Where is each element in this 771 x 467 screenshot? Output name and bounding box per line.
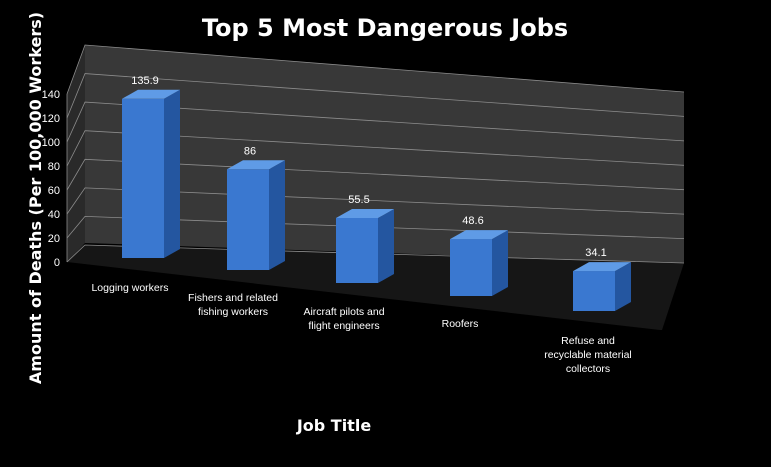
- data-label: 135.9: [131, 75, 159, 87]
- y-tick-label: 60: [48, 185, 60, 197]
- bar-side: [492, 230, 508, 296]
- bar: [450, 230, 508, 296]
- bar-front: [450, 239, 492, 296]
- x-axis-title: Job Title: [296, 416, 372, 435]
- bar-top: [122, 89, 180, 99]
- category-label: Aircraft pilots and flight engineers: [303, 306, 384, 332]
- y-tick-label: 120: [42, 113, 60, 125]
- floor: [67, 245, 684, 330]
- bar-front: [573, 271, 615, 311]
- gridline: [66, 44, 685, 95]
- y-tick-label: 100: [42, 137, 60, 149]
- bars: [122, 89, 631, 311]
- data-label: 86: [244, 145, 256, 157]
- bar-front: [336, 217, 378, 283]
- y-tick-label: 140: [42, 89, 60, 101]
- data-label: 48.6: [462, 215, 483, 227]
- category-label: Refuse and recyclable material collectors: [544, 335, 632, 375]
- bar-side: [378, 209, 394, 283]
- bar: [573, 262, 631, 311]
- y-axis-title: Amount of Deaths (Per 100,000 Workers): [26, 12, 45, 384]
- category-label: Fishers and related fishing workers: [188, 292, 278, 318]
- y-tick-label: 80: [48, 161, 60, 173]
- data-label: 55.5: [348, 194, 369, 206]
- bar-side: [615, 262, 631, 311]
- category-labels: Logging workers Fishers and related fishin…: [91, 282, 631, 375]
- bar-top: [450, 230, 508, 240]
- y-tick-label: 0: [54, 257, 60, 269]
- side-wall: [67, 45, 85, 262]
- gridline: [66, 158, 685, 191]
- bar-side: [164, 89, 180, 258]
- chart-title: Top 5 Most Dangerous Jobs: [202, 14, 568, 42]
- bar-top: [573, 262, 631, 272]
- bar: [227, 160, 285, 270]
- bar-side: [269, 160, 285, 270]
- gridline: [66, 130, 685, 167]
- data-label: 34.1: [585, 247, 606, 259]
- y-axis-ticks: 0 20 40 60 80 100 120 140: [42, 89, 60, 269]
- gridline: [66, 101, 685, 143]
- data-labels: 135.9 86 55.5 48.6 34.1: [131, 75, 606, 259]
- y-tick-label: 20: [48, 233, 60, 245]
- category-label: Roofers: [442, 318, 479, 330]
- gridline: [66, 187, 685, 215]
- gridline: [66, 73, 685, 119]
- bar: [122, 89, 180, 258]
- bar-front: [227, 169, 269, 270]
- bar-front: [122, 98, 164, 258]
- bar: [336, 209, 394, 283]
- category-label: Logging workers: [91, 282, 168, 294]
- y-tick-label: 40: [48, 209, 60, 221]
- bar-top: [336, 209, 394, 218]
- bar-top: [227, 160, 285, 170]
